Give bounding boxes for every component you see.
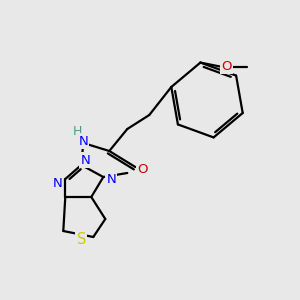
Text: H: H <box>73 124 82 137</box>
Text: O: O <box>221 60 232 73</box>
Text: O: O <box>137 163 148 176</box>
Text: N: N <box>78 134 88 148</box>
Text: N: N <box>80 154 90 166</box>
Text: S: S <box>76 232 86 247</box>
Text: N: N <box>106 172 116 185</box>
Text: N: N <box>52 176 62 190</box>
